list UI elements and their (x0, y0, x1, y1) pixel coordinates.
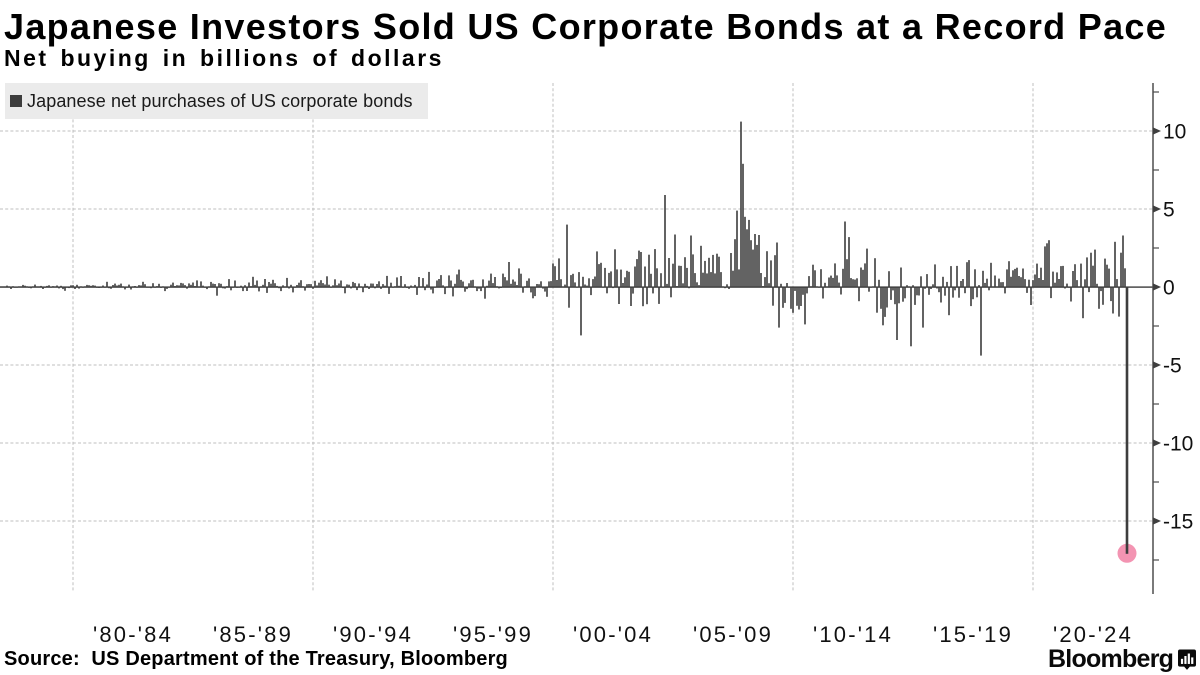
svg-text:0: 0 (1163, 277, 1175, 300)
svg-text:'10-'14: '10-'14 (813, 622, 893, 647)
svg-text:-10: -10 (1163, 433, 1193, 456)
svg-text:10: 10 (1163, 121, 1186, 144)
svg-text:'20-'24: '20-'24 (1053, 622, 1133, 647)
svg-text:'00-'04: '00-'04 (573, 622, 653, 647)
svg-text:-5: -5 (1163, 355, 1182, 378)
svg-text:-15: -15 (1163, 511, 1193, 534)
svg-text:'80-'84: '80-'84 (93, 622, 173, 647)
svg-text:5: 5 (1163, 199, 1175, 222)
svg-text:'85-'89: '85-'89 (213, 622, 293, 647)
svg-text:'05-'09: '05-'09 (693, 622, 773, 647)
svg-text:'90-'94: '90-'94 (333, 622, 413, 647)
svg-text:'95-'99: '95-'99 (453, 622, 533, 647)
svg-text:'15-'19: '15-'19 (933, 622, 1013, 647)
